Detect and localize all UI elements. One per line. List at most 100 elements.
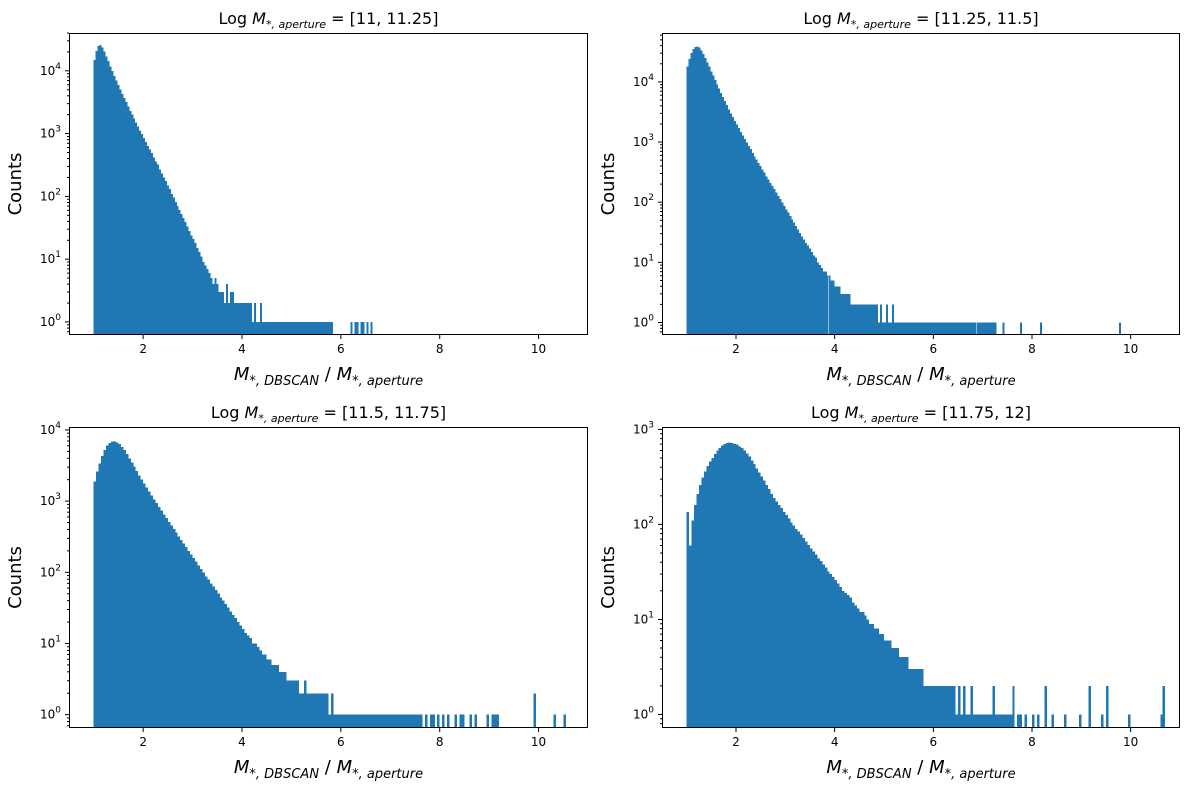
y-tick-exponent: 4 <box>648 73 654 83</box>
histogram-bar <box>869 623 872 728</box>
histogram-bar <box>949 322 952 335</box>
histogram-bar <box>703 471 707 728</box>
histogram-bar <box>313 321 316 335</box>
histogram-bar <box>810 251 813 335</box>
histogram-bar <box>140 479 144 728</box>
histogram-bar <box>987 714 991 728</box>
histogram-bar <box>797 229 800 335</box>
histogram-bar <box>915 322 918 335</box>
histogram-bar <box>868 304 871 335</box>
histogram-bar <box>147 145 150 335</box>
histogram-bar <box>836 286 839 335</box>
histogram-bar <box>913 669 917 728</box>
histogram-bar <box>105 56 108 335</box>
histogram-bar <box>212 284 215 335</box>
histogram-bar <box>327 321 329 335</box>
histogram-bar <box>1036 714 1040 728</box>
y-tick-exponent: 1 <box>648 610 654 620</box>
histogram-bar <box>192 558 196 728</box>
histogram-bar <box>170 193 173 335</box>
x-label-numerator: M <box>826 364 842 385</box>
histogram-bar <box>728 109 731 335</box>
histogram-bar <box>218 292 221 335</box>
histogram-bar <box>921 669 924 728</box>
histogram-bar <box>844 592 847 728</box>
y-tick-label: 103 <box>40 492 61 508</box>
histogram-bar <box>113 441 116 728</box>
histogram-bar <box>901 322 904 335</box>
histogram-bar <box>106 445 109 728</box>
histogram-bar <box>382 714 386 728</box>
histogram-bar <box>895 322 898 335</box>
histogram-bar <box>886 640 889 728</box>
histogram-bar <box>870 304 873 335</box>
x-axis-label: M*, DBSCAN / M*, aperture <box>826 757 1015 782</box>
histogram-bar <box>982 322 985 335</box>
histogram-bar <box>1020 322 1023 335</box>
histogram-bar <box>767 179 770 335</box>
y-tick-label: 102 <box>40 187 61 203</box>
y-tick-label: 100 <box>633 314 654 330</box>
histogram-bar <box>249 303 252 335</box>
histogram-bar <box>135 471 139 728</box>
histogram-bar <box>172 529 176 728</box>
x-tick-label: 4 <box>238 342 246 356</box>
histogram-bar <box>950 685 954 728</box>
histogram-bar <box>710 71 713 335</box>
histogram-bar <box>995 714 998 728</box>
histogram-bar <box>941 322 944 335</box>
histogram-bar <box>753 156 756 335</box>
histogram-bar <box>328 321 331 335</box>
histogram-bar <box>999 714 1003 728</box>
histogram-bar <box>113 75 116 335</box>
x-tick-label: 10 <box>1123 342 1138 356</box>
y-tick-exponent: 2 <box>648 515 654 525</box>
histogram-bar <box>777 505 781 728</box>
histogram-bar <box>771 185 774 335</box>
histogram-bar <box>358 714 361 728</box>
histogram-bar <box>916 669 919 728</box>
histogram-bar <box>335 714 339 728</box>
histogram-bar <box>779 199 782 335</box>
histogram-bar <box>245 303 248 335</box>
histogram-bar <box>795 528 798 728</box>
histogram-bar <box>348 714 351 728</box>
histogram-bar <box>407 714 411 728</box>
histogram-bar <box>405 714 408 728</box>
histogram-bar <box>791 219 794 335</box>
bars <box>93 441 566 728</box>
histogram-bar <box>878 322 881 335</box>
histogram-bar <box>763 172 766 335</box>
histogram-bar <box>243 303 246 335</box>
title-suffix: = [11.75, 12] <box>919 403 1031 422</box>
x-tick-label: 10 <box>531 735 546 749</box>
histogram-bar <box>716 450 719 728</box>
histogram-bar <box>362 321 365 335</box>
y-tick-base: 10 <box>633 517 648 531</box>
histogram-bar <box>1032 714 1035 728</box>
histogram-bar <box>864 304 867 335</box>
histogram-bar <box>939 322 942 335</box>
histogram-bar <box>219 597 223 728</box>
title-prefix: Log <box>803 9 837 28</box>
histogram-bar <box>156 164 159 335</box>
y-tick-label: 104 <box>633 73 654 89</box>
histogram-bar <box>469 714 472 728</box>
histogram-bar <box>166 185 169 335</box>
histogram-bar <box>168 189 171 335</box>
histogram-bar <box>151 153 154 335</box>
histogram-bar <box>905 322 908 335</box>
histogram-bar <box>158 169 161 335</box>
histogram-bar <box>814 554 818 728</box>
histogram-bar <box>160 173 163 335</box>
histogram-bar <box>190 235 193 335</box>
histogram-bar <box>395 714 398 728</box>
histogram-bar <box>129 110 132 335</box>
histogram-bar <box>424 714 428 728</box>
histogram-bar <box>301 693 304 728</box>
histogram-bar <box>127 106 130 335</box>
histogram-bar <box>326 693 329 728</box>
histogram-bar <box>184 222 187 335</box>
x-tick-label: 8 <box>436 735 444 749</box>
histogram-bar <box>563 714 566 728</box>
